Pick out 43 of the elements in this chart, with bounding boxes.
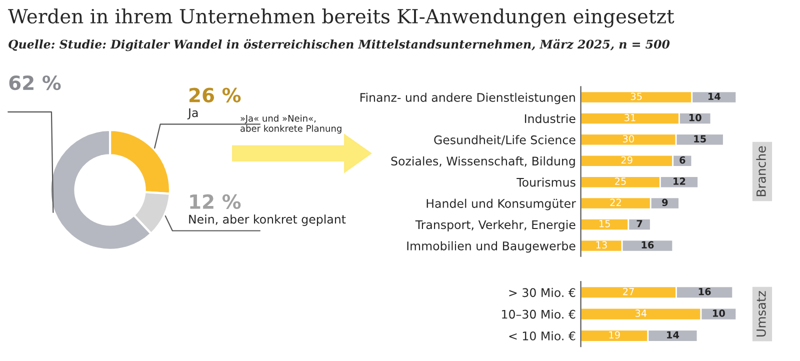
data-label: 29 [621,156,632,164]
data-label: 9 [662,198,668,206]
data-label: 12 [674,178,686,185]
data-label: 62 % [9,75,61,90]
y-tick-label: < 10 Mio. € [509,331,576,340]
y-tick-label: Transport, Verkehr, Energie [415,220,576,232]
text: »Ja« und »Nein«, aber konkrete Planung [240,114,342,134]
y-tick-label: Immobilien und Baugewerbe [407,241,576,253]
data-label: 13 [596,241,607,249]
y-tick-label: Gesundheit/Life Science [434,135,576,146]
y-tick-label: Industrie [524,114,576,124]
chart-title: Werden in ihrem Unternehmen bereits KI-Anwendungen eingesetzt [8,8,674,28]
y-tick-label: Handel und Konsumgüter [426,198,576,210]
y-axis-title: Umsatz [756,291,766,336]
data-label: 12 % [190,194,241,209]
slice-label: Nein, aber konkret geplant [189,214,346,226]
data-label: 16 [642,241,654,249]
data-label: 14 [667,331,680,338]
slice-label: Ja [187,108,198,120]
chart-subtitle: Quelle: Studie: Digitaler Wandel in österreichischen Mittelstandsunternehmen, März 2025, n = 500 [8,39,670,52]
data-label: 16 [698,288,711,296]
data-label: 27 [623,288,634,296]
data-label: 22 [610,198,621,206]
data-label: 10 [689,114,702,122]
data-label: 15 [694,135,706,142]
data-label: 15 [599,220,610,228]
y-tick-label: 10–30 Mio. € [502,310,576,319]
data-label: 14 [708,92,720,100]
data-label: 31 [624,114,636,122]
y-axis-title: Branche [756,146,766,196]
y-tick-label: > 30 Mio. € [509,288,576,298]
y-tick-label: Soziales, Wissenschaft, Bildung [391,156,575,168]
data-label: 35 [630,92,642,100]
data-label: 19 [609,331,620,339]
data-label: 7 [636,220,642,228]
data-label: 26 % [190,88,241,102]
data-label: 30 [622,135,634,142]
y-tick-label: Tourismus [516,178,576,187]
data-label: 25 [615,178,626,185]
data-label: 6 [680,156,686,164]
data-label: 10 [713,310,725,317]
data-label: 34 [635,310,647,317]
y-tick-label: Finanz- und andere Dienstleistungen [360,92,575,104]
